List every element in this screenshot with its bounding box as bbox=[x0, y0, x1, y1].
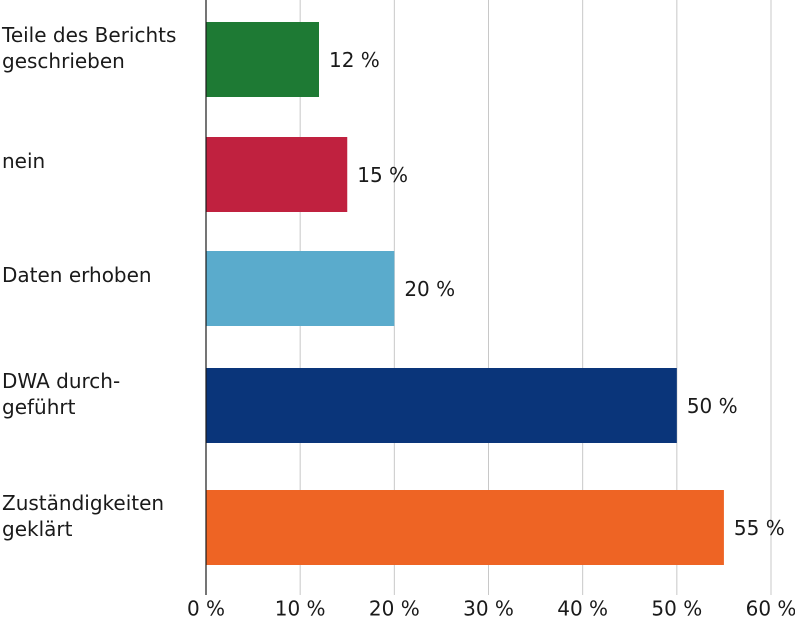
category-label: Zuständigkeiten bbox=[2, 491, 164, 515]
x-tick-label: 30 % bbox=[463, 597, 514, 620]
category-label: Daten erhoben bbox=[2, 263, 152, 287]
x-tick-label: 0 % bbox=[187, 597, 225, 620]
category-label: Teile des Berichts bbox=[1, 23, 176, 47]
value-label: 55 % bbox=[734, 516, 785, 540]
x-tick-label: 10 % bbox=[275, 597, 326, 620]
category-label: geführt bbox=[2, 395, 76, 419]
bar bbox=[206, 368, 677, 443]
x-tick-label: 60 % bbox=[746, 597, 795, 620]
category-label: geschrieben bbox=[2, 49, 125, 73]
value-label: 15 % bbox=[357, 163, 408, 187]
value-label: 12 % bbox=[329, 48, 380, 72]
x-tick-label: 50 % bbox=[651, 597, 702, 620]
category-label: geklärt bbox=[2, 517, 73, 541]
x-tick-label: 40 % bbox=[557, 597, 608, 620]
bar bbox=[206, 137, 348, 212]
x-tick-label: 20 % bbox=[369, 597, 420, 620]
bar bbox=[206, 22, 319, 97]
category-label: DWA durch- bbox=[2, 369, 120, 393]
value-label: 20 % bbox=[404, 277, 455, 301]
category-label: nein bbox=[2, 149, 45, 173]
bar bbox=[206, 251, 395, 326]
value-label: 50 % bbox=[687, 394, 738, 418]
bar bbox=[206, 490, 724, 565]
